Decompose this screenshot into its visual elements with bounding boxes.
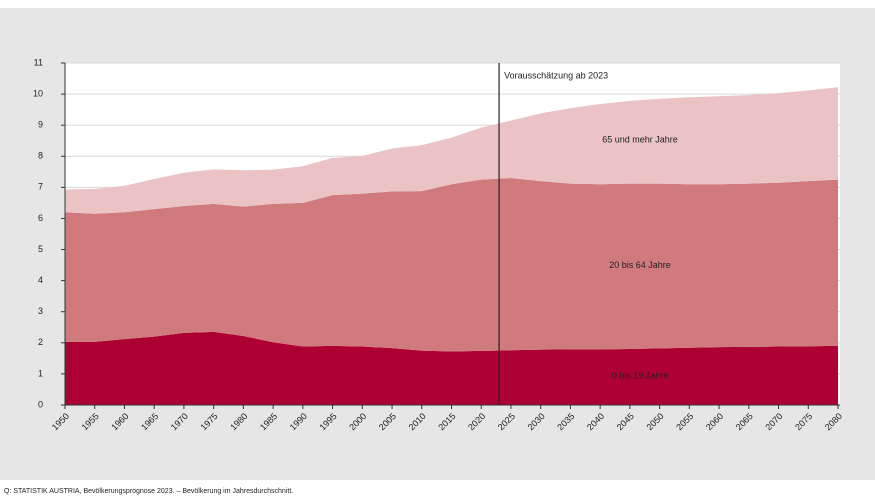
y-tick-label: 4 — [38, 275, 43, 285]
area — [65, 178, 838, 352]
y-tick-label: 10 — [33, 88, 43, 98]
y-tick-label: 1 — [38, 368, 43, 378]
series-label: 0 bis 19 Jahre — [612, 370, 669, 380]
y-tick-label: 2 — [38, 337, 43, 347]
source-note: Q: STATISTIK AUSTRIA, Bevölkerungsprogno… — [4, 488, 293, 495]
y-tick-label: 9 — [38, 120, 43, 130]
y-tick-label: 5 — [38, 244, 43, 254]
series-label: 65 und mehr Jahre — [602, 135, 678, 145]
annotation: Vorausschätzung ab 2023 — [504, 70, 608, 80]
series-label: 20 bis 64 Jahre — [609, 260, 671, 270]
y-tick-label: 0 — [38, 399, 43, 409]
area — [65, 87, 838, 214]
y-tick-label: 7 — [38, 182, 43, 192]
area — [65, 331, 838, 405]
y-tick-label: 11 — [34, 57, 43, 67]
y-tick-label: 6 — [38, 213, 43, 223]
y-tick-label: 3 — [38, 306, 43, 316]
y-tick-label: 8 — [38, 151, 43, 161]
